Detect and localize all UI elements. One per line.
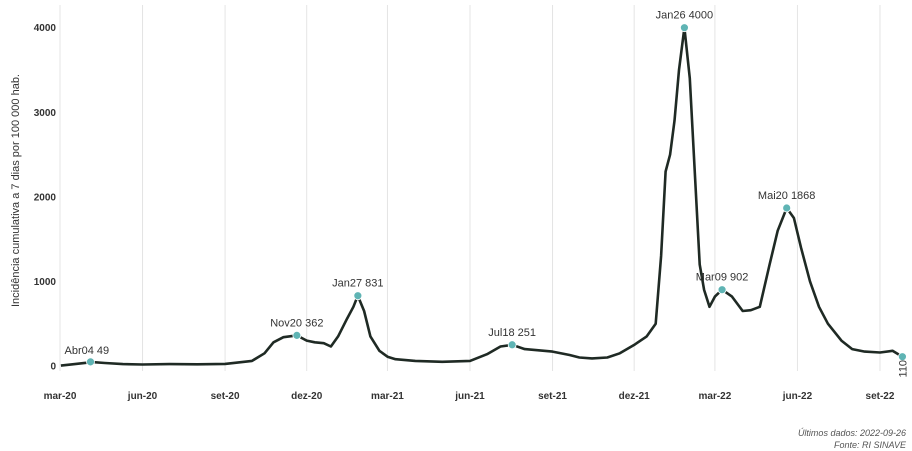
x-tick-label: mar-22 <box>699 391 732 402</box>
peak-marker <box>898 352 907 362</box>
y-tick-label: 2000 <box>34 192 57 203</box>
y-axis: 0 1000 2000 3000 4000 <box>34 23 57 372</box>
x-tick-label: jun-22 <box>782 391 813 402</box>
y-tick-label: 1000 <box>34 277 57 288</box>
x-tick-label: dez-20 <box>291 391 323 402</box>
source-caption: Fonte: RI SINAVE <box>833 440 906 450</box>
x-tick-label: jun-20 <box>127 391 158 402</box>
y-tick-label: 0 <box>50 362 56 373</box>
y-tick-label: 3000 <box>34 108 57 119</box>
peak-label: Mai20 1868 <box>758 190 816 202</box>
last-data-caption: Últimos dados: 2022-09-26 <box>797 428 906 438</box>
peak-marker <box>507 340 517 350</box>
peak-label: Jul18 251 <box>488 327 536 339</box>
y-axis-label: Incidência cumulativa a 7 dias por 100 0… <box>10 74 22 307</box>
peak-marker <box>86 357 95 367</box>
x-tick-label: set-20 <box>211 391 240 402</box>
peak-label: Abr04 49 <box>65 345 110 357</box>
y-tick-label: 4000 <box>34 23 57 34</box>
peak-label: 110 <box>897 360 909 378</box>
x-tick-label: set-21 <box>538 391 567 402</box>
x-tick-label: set-22 <box>866 391 895 402</box>
x-tick-label: jun-21 <box>454 391 485 402</box>
peak-label: Nov20 362 <box>270 317 323 329</box>
peak-marker <box>717 285 727 295</box>
peak-label: Jan27 831 <box>332 278 383 290</box>
peak-marker <box>782 203 792 213</box>
peak-label: Jan26 4000 <box>656 10 714 22</box>
x-tick-label: mar-21 <box>371 391 404 402</box>
peak-label: Mar09 902 <box>696 272 749 284</box>
incidence-series-line <box>60 26 904 367</box>
x-tick-label: mar-20 <box>44 391 77 402</box>
peak-marker <box>292 330 302 340</box>
x-axis: mar-20 jun-20 set-20 dez-20 mar-21 jun-21 set-… <box>44 391 895 402</box>
vertical-gridlines <box>59 5 881 371</box>
peak-annotations: Abr04 49 Nov20 362 Jan27 831 Jul18 251 Jan26… <box>65 10 910 378</box>
peak-marker <box>680 23 689 33</box>
x-tick-label: dez-21 <box>619 391 651 402</box>
peak-marker <box>353 291 363 301</box>
